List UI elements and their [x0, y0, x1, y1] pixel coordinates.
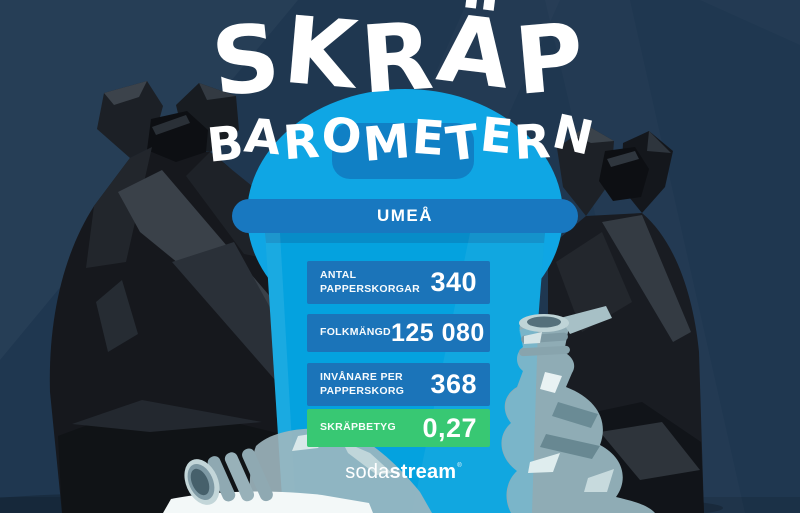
city-banner: UMEÅ	[232, 199, 578, 233]
logo-text-light: soda	[345, 461, 390, 483]
trash-can-lid-handle	[332, 123, 474, 179]
logo-text-bold: stream	[389, 461, 457, 483]
city-label: UMEÅ	[376, 206, 434, 225]
stat-row-antal-papperskorgar: ANTAL PAPPERSKORGAR 340	[307, 261, 490, 304]
stat-row-folkmangd: FOLKMÄNGD 125 080	[307, 314, 490, 352]
stat-row-skrapbetyg: SKRÄPBETYG 0,27	[307, 409, 490, 447]
stat-label: ANTAL PAPPERSKORGAR	[320, 268, 420, 295]
stat-label: SKRÄPBETYG	[320, 421, 396, 434]
plastic-bottle-lying-illustration	[163, 428, 432, 513]
title: SKRÄP BAROMETERN	[0, 0, 800, 174]
plastic-bottle-crushed-illustration	[501, 306, 655, 513]
stat-label: INVÅNARE PER PAPPERSKORG	[320, 370, 405, 397]
stat-value: 0,27	[422, 412, 477, 443]
title-line1: SKRÄP	[206, 0, 593, 118]
stat-value: 125 080	[390, 318, 485, 347]
sodastream-logo: sodastream®	[303, 462, 503, 482]
stat-value: 340	[430, 267, 477, 297]
logo-trademark: ®	[457, 463, 462, 469]
stat-row-invanare-per-papperskorg: INVÅNARE PER PAPPERSKORG 368	[307, 363, 490, 406]
stat-label: FOLKMÄNGD	[320, 326, 391, 339]
stat-value: 368	[430, 369, 477, 399]
title-line2: BAROMETERN	[204, 104, 601, 174]
